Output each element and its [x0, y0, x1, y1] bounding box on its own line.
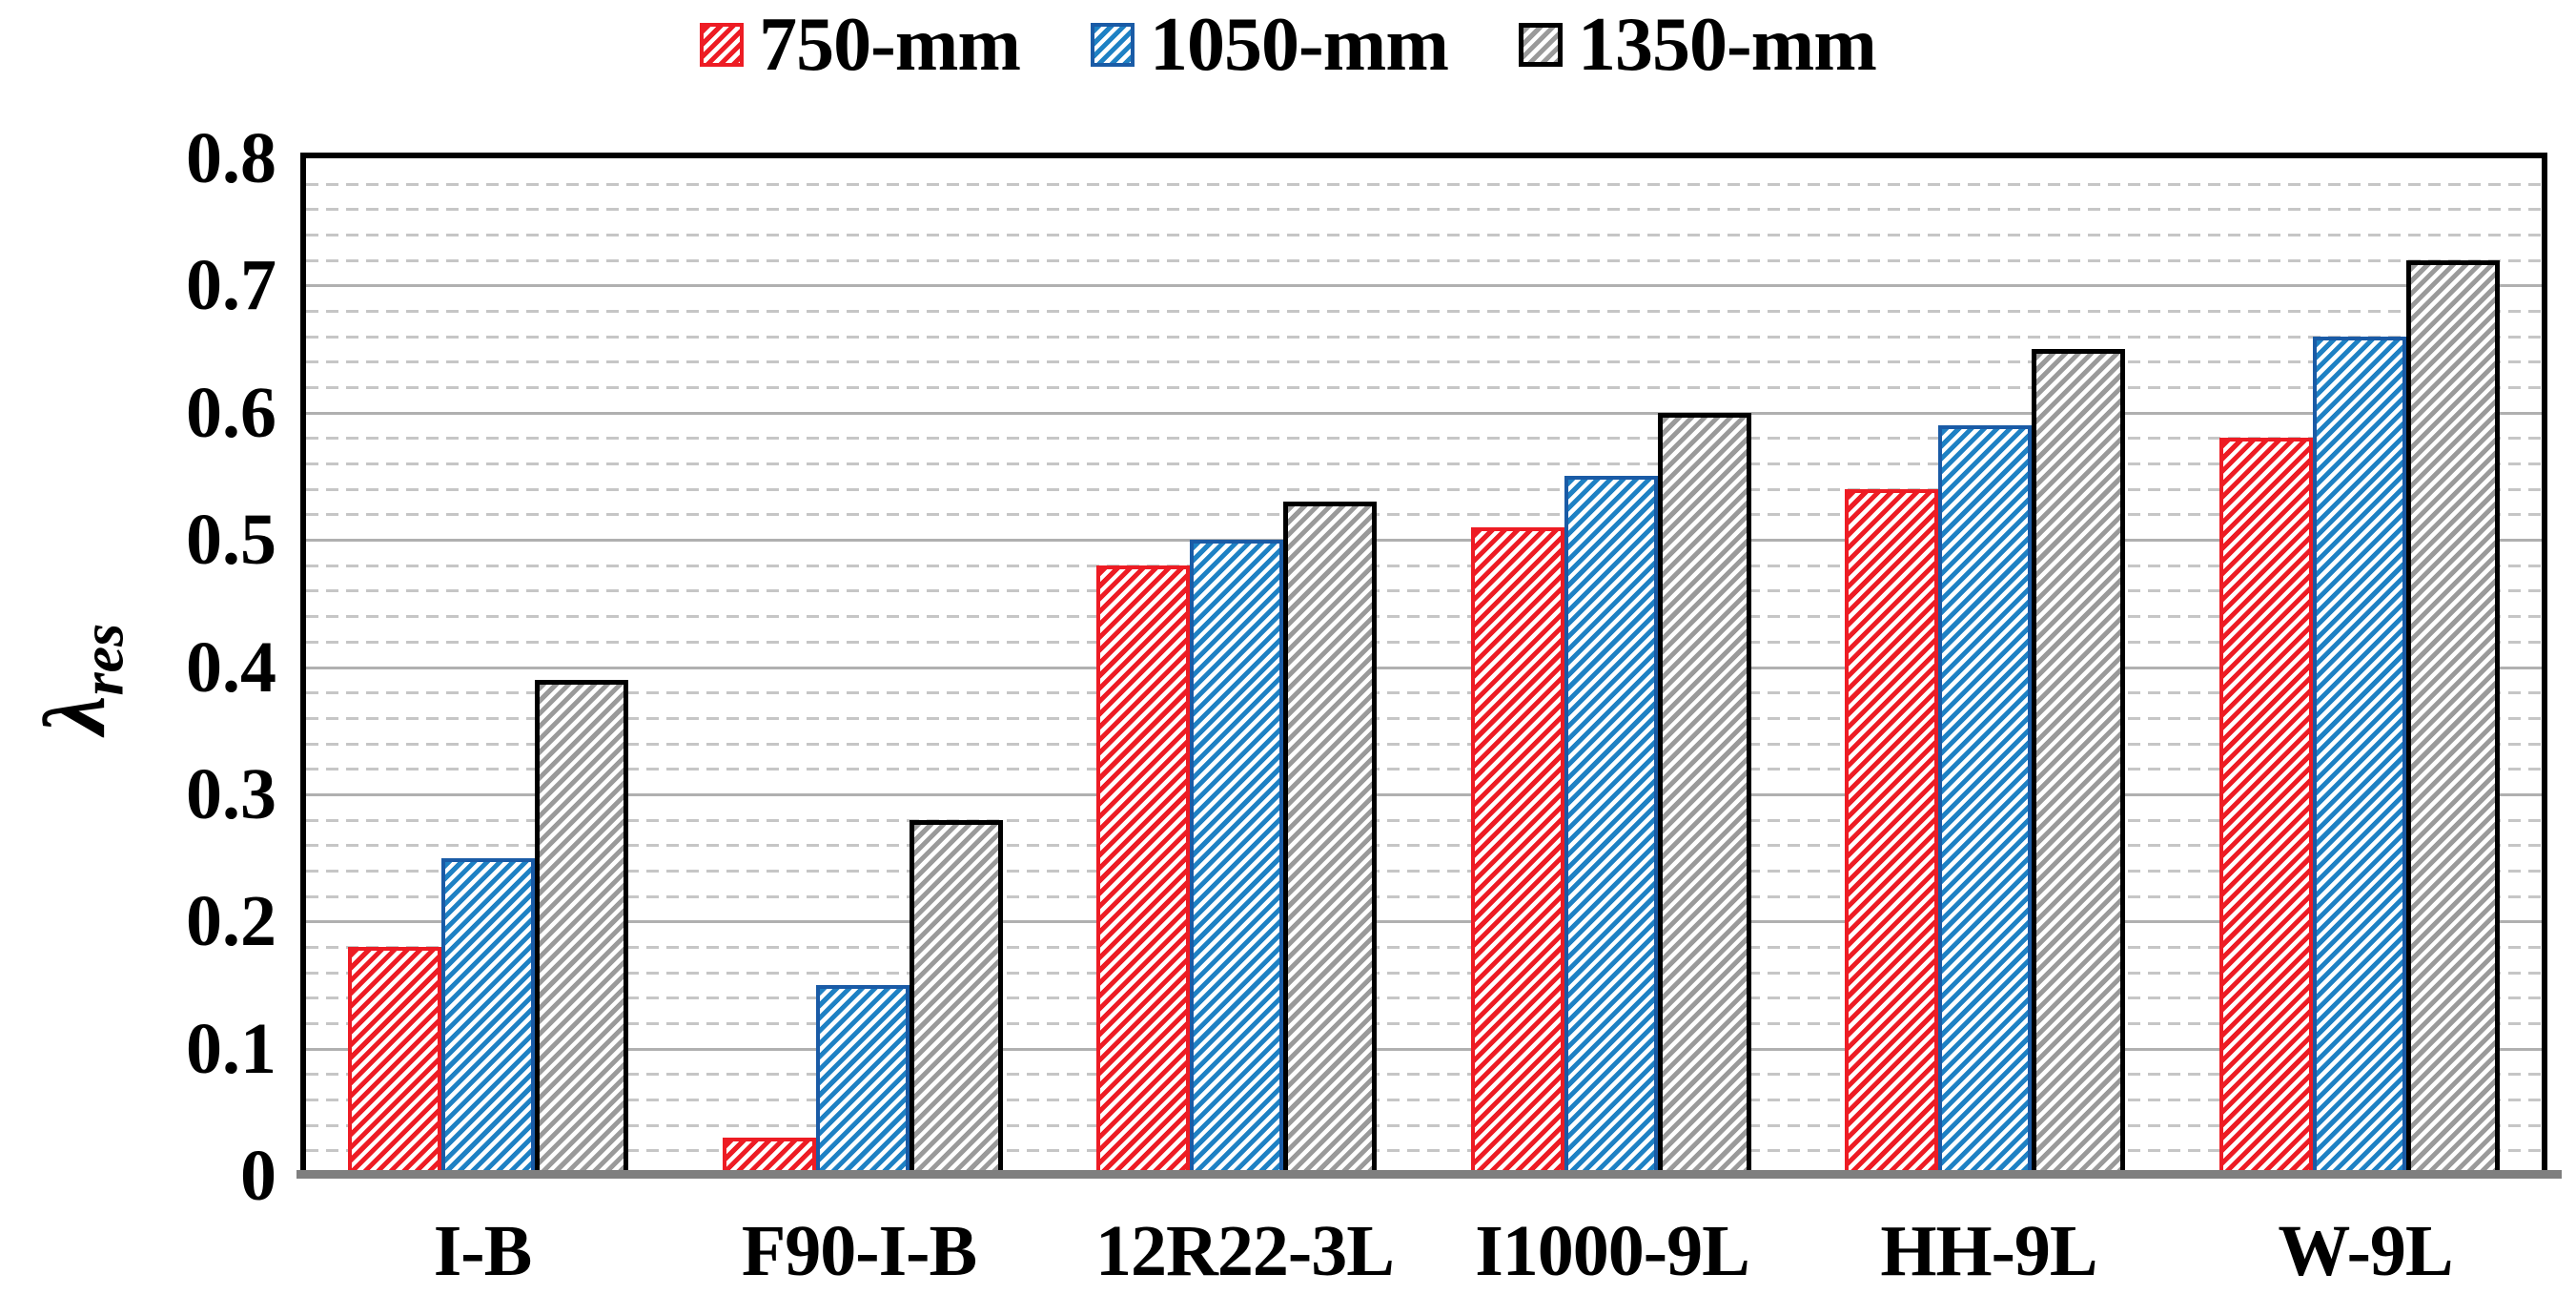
minor-gridline	[306, 945, 2542, 949]
major-gridline	[306, 539, 2542, 543]
bar-HH-9L-750-mm	[1845, 488, 1939, 1176]
x-tick-label-F90-I-B: F90-I-B	[741, 1211, 977, 1291]
bar-I1000-9L-1350-mm	[1657, 412, 1751, 1176]
bar-W-9L-1050-mm	[2312, 336, 2406, 1176]
minor-gridline	[306, 462, 2542, 466]
legend-swatch-icon	[1518, 23, 1563, 67]
major-gridline	[306, 411, 2542, 415]
minor-gridline	[306, 640, 2542, 644]
minor-gridline	[306, 818, 2542, 822]
y-tick-label-0.6: 0.6	[186, 372, 276, 453]
bar-F90-I-B-1050-mm	[815, 984, 910, 1176]
x-axis-tick-labels: I-B F90-I-B 12R22-3L I1000-9L HH-9L W-9L	[300, 1203, 2547, 1299]
minor-gridline	[306, 1098, 2542, 1101]
y-tick-label-0.5: 0.5	[186, 500, 276, 581]
bar-12R22-3L-750-mm	[1096, 565, 1191, 1176]
x-axis-line	[296, 1170, 2562, 1179]
major-gridline	[306, 792, 2542, 796]
minor-gridline	[306, 182, 2542, 186]
bar-12R22-3L-1350-mm	[1283, 502, 1378, 1176]
minor-gridline	[306, 691, 2542, 695]
minor-gridline	[306, 487, 2542, 491]
bar-HH-9L-1350-mm	[2032, 349, 2126, 1176]
minor-gridline	[306, 997, 2542, 1000]
bar-group-HH-9L	[1845, 349, 2126, 1176]
minor-gridline	[306, 1021, 2542, 1025]
minor-gridline	[306, 768, 2542, 771]
minor-gridline	[306, 310, 2542, 314]
x-tick-label-I1000-9L: I1000-9L	[1475, 1211, 1750, 1291]
plot-area	[300, 153, 2547, 1176]
major-gridline	[306, 666, 2542, 669]
bar-I-B-1350-mm	[535, 679, 628, 1176]
minor-gridline	[306, 258, 2542, 262]
bar-HH-9L-1050-mm	[1938, 425, 2033, 1176]
x-tick-label-I-B: I-B	[433, 1211, 533, 1291]
chart-legend: 750-mm 1050-mm 1350-mm	[0, 4, 2576, 86]
minor-gridline	[306, 513, 2542, 517]
legend-item-750-mm: 750-mm	[700, 3, 1021, 87]
bar-group-W-9L	[2218, 259, 2500, 1176]
x-tick-label-W-9L: W-9L	[2278, 1211, 2453, 1291]
legend-item-1350-mm: 1350-mm	[1518, 3, 1877, 87]
legend-label: 750-mm	[759, 3, 1021, 87]
bar-group-I1000-9L	[1470, 412, 1751, 1176]
minor-gridline	[306, 615, 2542, 619]
y-tick-label-0.7: 0.7	[186, 245, 276, 326]
y-tick-label-0.2: 0.2	[186, 881, 276, 962]
minor-gridline	[306, 335, 2542, 339]
minor-gridline	[306, 894, 2542, 898]
minor-gridline	[306, 386, 2542, 390]
bar-group-I-B	[348, 679, 628, 1176]
x-tick-label-HH-9L: HH-9L	[1880, 1211, 2097, 1291]
bar-12R22-3L-1050-mm	[1190, 540, 1284, 1176]
minor-gridline	[306, 1123, 2542, 1127]
y-tick-label-0.1: 0.1	[186, 1008, 276, 1089]
bar-F90-I-B-1350-mm	[909, 819, 1003, 1176]
minor-gridline	[306, 208, 2542, 212]
legend-item-1050-mm: 1050-mm	[1091, 3, 1449, 87]
bar-I-B-1050-mm	[441, 857, 535, 1176]
minor-gridline	[306, 437, 2542, 441]
minor-gridline	[306, 589, 2542, 593]
major-gridline	[306, 284, 2542, 288]
bar-I1000-9L-1050-mm	[1564, 476, 1658, 1176]
y-tick-label-0: 0	[240, 1136, 276, 1216]
bar-W-9L-1350-mm	[2405, 259, 2500, 1176]
bar-W-9L-750-mm	[2218, 438, 2313, 1176]
minor-gridline	[306, 869, 2542, 873]
minor-gridline	[306, 971, 2542, 975]
minor-gridline	[306, 564, 2542, 567]
major-gridline	[306, 920, 2542, 924]
legend-label: 1350-mm	[1577, 3, 1877, 87]
x-tick-label-12R22-3L: 12R22-3L	[1095, 1211, 1395, 1291]
bar-group-12R22-3L	[1096, 502, 1378, 1176]
minor-gridline	[306, 1073, 2542, 1077]
y-tick-label-0.4: 0.4	[186, 627, 276, 708]
minor-gridline	[306, 234, 2542, 237]
minor-gridline	[306, 1149, 2542, 1153]
legend-label: 1050-mm	[1150, 3, 1449, 87]
bar-I-B-750-mm	[348, 946, 441, 1176]
minor-gridline	[306, 844, 2542, 848]
y-tick-label-0.3: 0.3	[186, 753, 276, 834]
legend-swatch-icon	[700, 23, 745, 67]
y-tick-label-0.8: 0.8	[186, 118, 276, 198]
minor-gridline	[306, 716, 2542, 720]
minor-gridline	[306, 360, 2542, 364]
major-gridline	[306, 1047, 2542, 1051]
legend-swatch-icon	[1091, 23, 1135, 67]
bar-groups	[306, 158, 2542, 1176]
minor-gridline	[306, 742, 2542, 746]
bar-group-F90-I-B	[722, 819, 1003, 1176]
bar-I1000-9L-750-mm	[1470, 526, 1564, 1176]
